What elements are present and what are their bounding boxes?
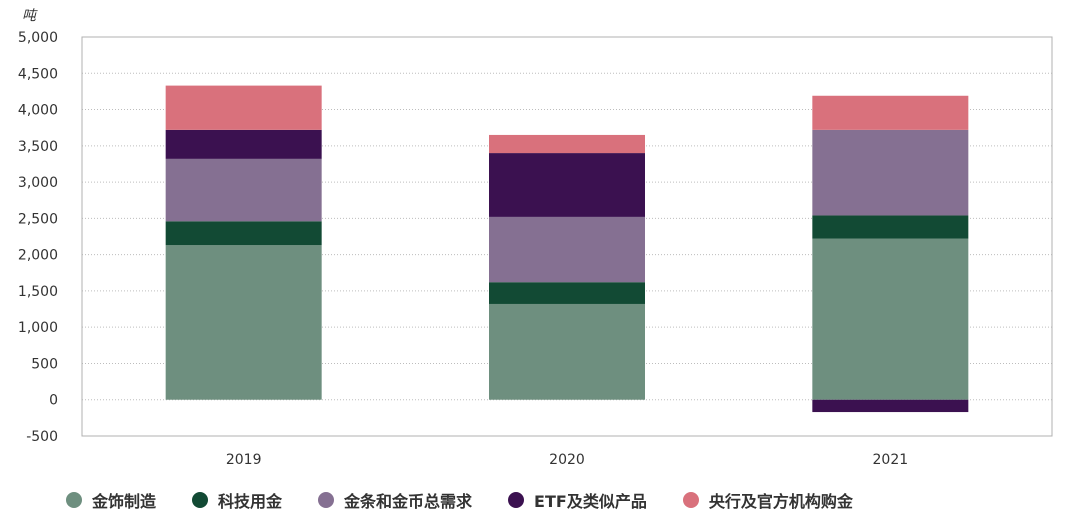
legend-item-technology: 科技用金 <box>192 488 282 512</box>
bar-segment <box>165 85 322 130</box>
y-tick-label: -500 <box>26 429 58 445</box>
legend-swatch <box>192 492 209 508</box>
legend-label: 金饰制造 <box>92 492 157 511</box>
y-tick-label: 3,500 <box>18 139 58 155</box>
y-tick-label: 0 <box>49 393 58 409</box>
x-tick-label: 2021 <box>873 452 909 468</box>
legend-swatch <box>682 492 699 508</box>
plot-frame <box>81 36 1053 437</box>
y-tick-label: 1,000 <box>18 320 58 336</box>
legend-item-bar-coin: 金条和金币总需求 <box>318 488 472 512</box>
bar-segment <box>812 215 969 239</box>
y-tick-label: 500 <box>31 356 58 372</box>
legend-swatch <box>508 492 525 508</box>
y-tick-label: 4,500 <box>18 66 58 82</box>
legend-label: 金条和金币总需求 <box>344 492 473 511</box>
y-tick-label: 5,000 <box>18 30 58 46</box>
bar-segment <box>165 158 322 222</box>
x-axis-ticks: 2019 2020 2021 <box>226 452 908 468</box>
bar-segment <box>812 95 969 130</box>
legend-label: 央行及官方机构购金 <box>708 492 853 511</box>
bar-segment <box>489 282 645 304</box>
bar-segment <box>812 129 969 216</box>
bar-segment <box>165 129 322 159</box>
bars <box>165 85 969 413</box>
legend-item-etf: ETF及类似产品 <box>508 488 647 512</box>
x-tick-label: 2020 <box>549 452 585 468</box>
legend-swatch <box>318 492 335 508</box>
x-tick-label: 2019 <box>226 452 262 468</box>
bar-segment <box>165 221 322 246</box>
legend-item-central-banks: 央行及官方机构购金 <box>682 488 853 512</box>
legend-swatch <box>66 492 82 508</box>
bar-segment <box>165 245 322 400</box>
y-tick-label: 1,500 <box>18 284 58 300</box>
legend: 金饰制造 科技用金 金条和金币总需求 ETF及类似产品 央行及官方机构购金 <box>66 488 889 512</box>
y-tick-label: 3,000 <box>18 175 58 191</box>
y-tick-label: 2,500 <box>18 211 58 227</box>
y-tick-label: 2,000 <box>18 248 58 264</box>
bar-segment <box>489 153 645 217</box>
bar-segment <box>489 303 645 400</box>
y-axis-ticks: 5,000 4,500 4,000 3,500 3,000 2,500 2,000 1,500… <box>18 30 58 445</box>
legend-label: ETF及类似产品 <box>534 492 647 511</box>
bar-segment <box>812 238 969 400</box>
bar-segment <box>489 134 645 154</box>
bar-segment <box>489 216 645 283</box>
y-tick-label: 4,000 <box>18 103 58 119</box>
stacked-bar-chart: 吨 5,000 4,500 4,000 3,500 3,000 2,500 2,000 1,5… <box>18 8 1053 468</box>
bar-segment <box>812 399 969 413</box>
legend-item-jewelry: 金饰制造 <box>66 488 156 512</box>
legend-label: 科技用金 <box>218 492 283 511</box>
y-axis-unit-label: 吨 <box>22 8 38 24</box>
